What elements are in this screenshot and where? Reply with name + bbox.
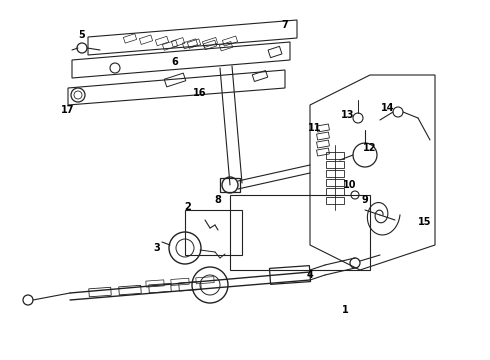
Text: 13: 13 bbox=[341, 110, 355, 120]
Text: 5: 5 bbox=[78, 30, 85, 40]
Text: 4: 4 bbox=[307, 270, 314, 280]
Text: 7: 7 bbox=[282, 20, 289, 30]
Text: 9: 9 bbox=[362, 195, 368, 205]
Text: 14: 14 bbox=[381, 103, 395, 113]
Text: 15: 15 bbox=[418, 217, 432, 227]
Text: 12: 12 bbox=[363, 143, 377, 153]
Text: 1: 1 bbox=[342, 305, 348, 315]
Text: 16: 16 bbox=[193, 88, 207, 98]
Text: 8: 8 bbox=[215, 195, 221, 205]
Text: 11: 11 bbox=[308, 123, 322, 133]
Text: 3: 3 bbox=[154, 243, 160, 253]
Text: 10: 10 bbox=[343, 180, 357, 190]
Text: 17: 17 bbox=[61, 105, 75, 115]
Text: 6: 6 bbox=[172, 57, 178, 67]
Text: 2: 2 bbox=[185, 202, 192, 212]
